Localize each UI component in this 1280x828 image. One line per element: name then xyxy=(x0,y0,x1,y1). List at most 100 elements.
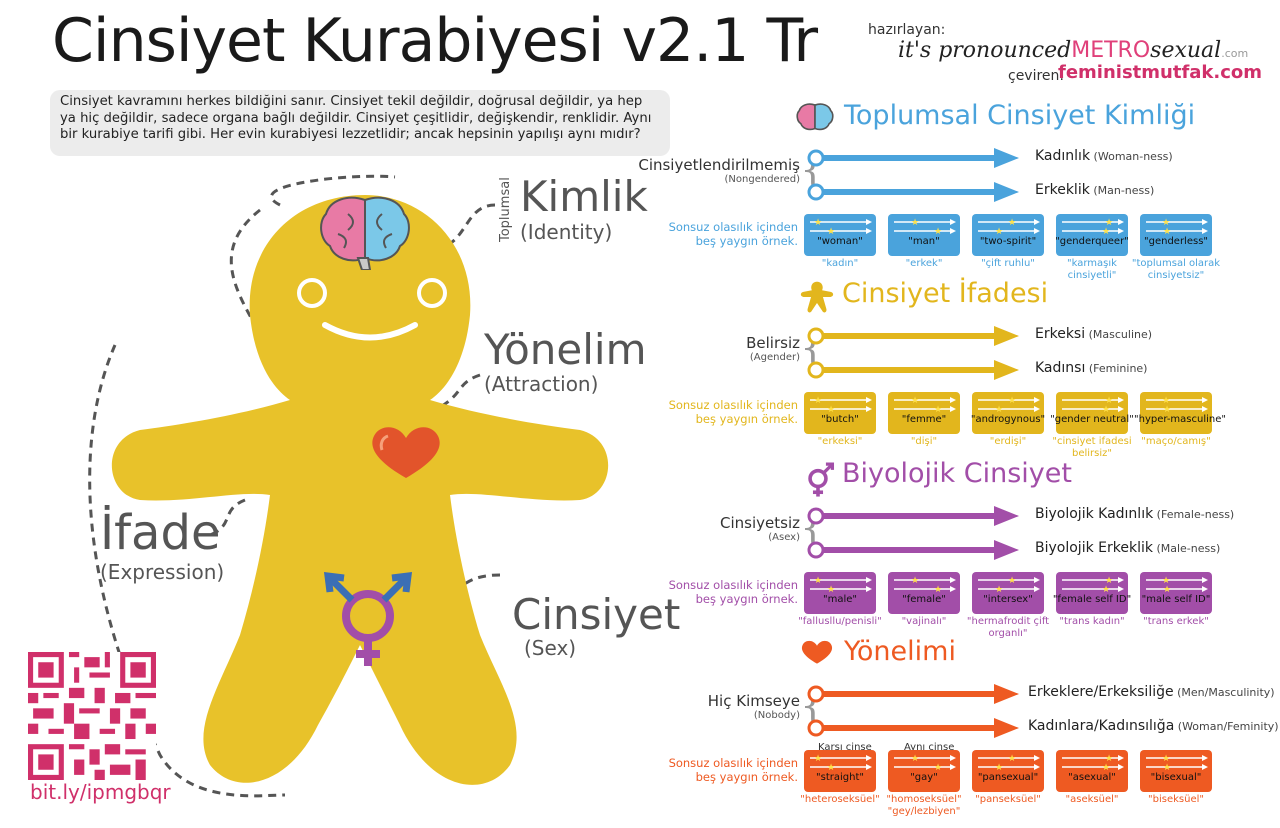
example-card-identity-3[interactable]: ★ ★ xyxy=(972,214,1044,256)
examples-intro-identity: Sonsuz olasılık içinden beş yaygın örnek. xyxy=(669,220,798,248)
axis-start-paren: (Nobody) xyxy=(753,710,800,721)
example-card-identity-4[interactable]: ★ ★ xyxy=(1056,214,1128,256)
svg-text:★: ★ xyxy=(1163,227,1171,237)
credits-translator-link[interactable]: feministmutfak.com xyxy=(1058,62,1263,83)
example-translation-identity-3: "çift ruhlu" xyxy=(981,258,1035,269)
brain-icon xyxy=(320,196,410,270)
example-card-expression-4[interactable]: ★ ★ xyxy=(1056,392,1128,434)
axis-start-paren: (Agender) xyxy=(749,352,800,363)
svg-text:★: ★ xyxy=(1162,754,1170,764)
svg-text:★: ★ xyxy=(827,763,835,773)
svg-text:★: ★ xyxy=(1162,396,1170,406)
example-label-sex-5: "male self ID" xyxy=(1141,594,1211,605)
axis-end-attraction-1: Erkeklere/Erkeksiliğe (Men/Masculinity) xyxy=(1028,684,1275,700)
svg-text:★: ★ xyxy=(911,396,919,406)
axis-arrow-attraction-2 xyxy=(807,718,1019,738)
example-card-identity-2[interactable]: ★ ★ xyxy=(888,214,960,256)
example-card-identity-5[interactable]: ★ ★ xyxy=(1140,214,1212,256)
example-card-attraction-1[interactable]: ★ ★ xyxy=(804,750,876,792)
left-eye xyxy=(297,278,327,308)
svg-text:★: ★ xyxy=(911,576,919,586)
example-label-expression-2: "femme" xyxy=(901,414,947,425)
brand-dotcom: .com xyxy=(1221,47,1249,60)
example-card-attraction-4[interactable]: ★ ★ xyxy=(1056,750,1128,792)
example-card-sex-2[interactable]: ★ ★ xyxy=(888,572,960,614)
axis-end-label-en: (Man-ness) xyxy=(1089,184,1155,197)
example-translation-sex-4: "trans kadın" xyxy=(1059,616,1125,627)
axis-start-identity: Cinsiyetlendirilmemiş (Nongendered) xyxy=(638,156,800,185)
credits-brand[interactable]: it's pronouncedMETROsexual.com xyxy=(898,38,1248,63)
credits: hazırlayan: it's pronouncedMETROsexual.c… xyxy=(868,22,1268,92)
svg-text:★: ★ xyxy=(934,763,942,773)
right-eye xyxy=(417,278,447,308)
gingerbread-figure xyxy=(88,174,609,798)
axis-arrow-expression-1 xyxy=(807,326,1019,346)
svg-text:★: ★ xyxy=(1102,405,1110,415)
example-mini-arrows: ★★ xyxy=(810,576,872,595)
example-card-attraction-5[interactable]: ★ ★ xyxy=(1140,750,1212,792)
example-mini-arrows: ★★ xyxy=(1062,576,1124,595)
axis-start-label: Cinsiyetlendirilmemiş xyxy=(638,156,800,174)
examples-intro-line-1: Sonsuz olasılık içinden xyxy=(668,398,798,412)
examples-intro-line-1: Sonsuz olasılık içinden xyxy=(668,578,798,592)
example-card-expression-1[interactable]: ★ ★ xyxy=(804,392,876,434)
example-translation-identity-4: "karmaşık cinsiyetli" xyxy=(1067,258,1117,281)
example-card-expression-3[interactable]: ★ ★ xyxy=(972,392,1044,434)
axis-start-label: Hiç Kimseye xyxy=(707,692,800,710)
axis-start-label: Cinsiyetsiz xyxy=(720,514,800,532)
axis-end-identity-2: Erkeklik (Man-ness) xyxy=(1035,182,1154,198)
axis-end-attraction-2: Kadınlara/Kadınsılığa (Woman/Feminity) xyxy=(1028,718,1279,734)
example-card-sex-5[interactable]: ★ ★ xyxy=(1140,572,1212,614)
svg-text:★: ★ xyxy=(827,227,835,237)
svg-text:★: ★ xyxy=(911,754,919,764)
example-card-attraction-2[interactable]: ★ ★ xyxy=(888,750,960,792)
heart-icon xyxy=(372,427,440,478)
example-card-sex-4[interactable]: ★ ★ xyxy=(1056,572,1128,614)
example-card-attraction-3[interactable]: ★ ★ xyxy=(972,750,1044,792)
examples-intro-expression: Sonsuz olasılık içinden beş yaygın örnek. xyxy=(669,398,798,426)
example-translation-identity-2: "erkek" xyxy=(905,258,943,269)
example-mini-arrows: ★★ xyxy=(810,218,872,237)
svg-text:★: ★ xyxy=(1102,585,1110,595)
axis-arrow-sex-2 xyxy=(807,540,1019,560)
axis-end-label-en: (Men/Masculinity) xyxy=(1173,686,1275,699)
example-card-identity-1[interactable]: ★ ★ xyxy=(804,214,876,256)
example-mini-arrows: ★★ xyxy=(978,576,1040,595)
example-label-identity-4: "genderqueer" xyxy=(1055,236,1129,247)
example-card-expression-2[interactable]: ★ ★ xyxy=(888,392,960,434)
qr-link[interactable]: bit.ly/ipmgbqr xyxy=(30,780,171,804)
examples-intro-line-1: Sonsuz olasılık içinden xyxy=(668,756,798,770)
example-card-sex-3[interactable]: ★ ★ xyxy=(972,572,1044,614)
svg-text:★: ★ xyxy=(1102,763,1110,773)
example-label-attraction-2: "gay" xyxy=(910,772,938,783)
axis-start-paren: (Nongendered) xyxy=(724,174,800,185)
axis-end-label: Erkeklere/Erkeksiliğe xyxy=(1028,684,1174,700)
example-label-sex-2: "female" xyxy=(902,594,946,605)
axis-start-expression: Belirsiz (Agender) xyxy=(746,334,800,363)
axis-end-label: Biyolojik Kadınlık xyxy=(1035,506,1154,522)
axis-end-expression-2: Kadınsı (Feminine) xyxy=(1035,360,1147,376)
example-translation-sex-2: "vajinalı" xyxy=(901,616,947,627)
example-mini-arrows: ★★ xyxy=(894,754,956,773)
example-translation-sex-5: "trans erkek" xyxy=(1143,616,1209,627)
svg-text:★: ★ xyxy=(814,754,822,764)
svg-text:★: ★ xyxy=(1102,227,1110,237)
svg-text:★: ★ xyxy=(911,218,919,228)
gender-symbol-icon xyxy=(323,571,413,666)
example-card-expression-5[interactable]: ★ ★ xyxy=(1140,392,1212,434)
example-translation-expression-5: "maço/camış" xyxy=(1141,436,1211,447)
example-mini-arrows: ★★ xyxy=(978,754,1040,773)
sex-label: Cinsiyet xyxy=(512,590,681,639)
qr-code[interactable] xyxy=(28,652,156,780)
svg-text:★: ★ xyxy=(995,763,1003,773)
example-translation-expression-4: "cinsiyet ifadesi belirsiz" xyxy=(1052,436,1132,459)
svg-text:★: ★ xyxy=(1163,585,1171,595)
dashed-guide-attraction xyxy=(409,373,481,422)
examples-intro-line-2: beş yaygın örnek. xyxy=(695,592,798,606)
example-mini-arrows: ★★ xyxy=(894,396,956,415)
example-mini-arrows: ★★ xyxy=(810,396,872,415)
cookie-body xyxy=(111,195,609,785)
example-above-2: Aynı cinse xyxy=(904,742,955,753)
example-card-sex-1[interactable]: ★ ★ xyxy=(804,572,876,614)
examples-intro-sex: Sonsuz olasılık içinden beş yaygın örnek. xyxy=(669,578,798,606)
